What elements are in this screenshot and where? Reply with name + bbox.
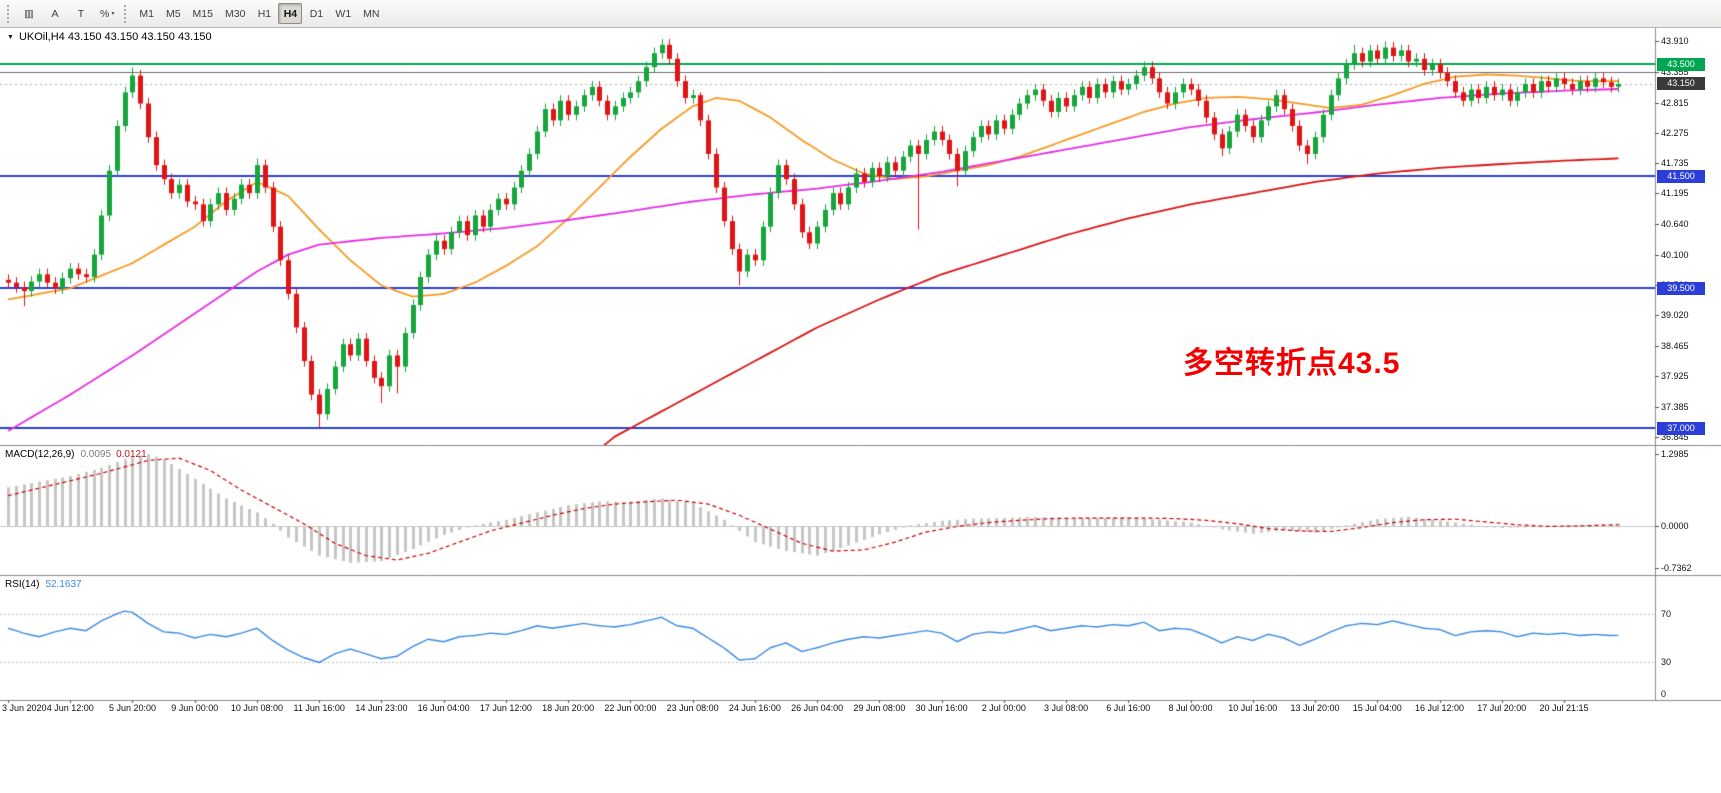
time-axis-label: 3 Jul 08:00 xyxy=(1044,703,1089,713)
price-scale-tick: 41.195 xyxy=(1661,188,1689,199)
time-axis-label: 14 Jun 23:00 xyxy=(355,703,408,713)
auto-arrange-button[interactable]: A xyxy=(51,7,59,20)
time-axis-label: 18 Jun 20:00 xyxy=(542,703,595,713)
price-scale-tick: 37.925 xyxy=(1661,371,1689,382)
price-scale-tick: 36.845 xyxy=(1661,431,1689,442)
time-axis-label: 2 Jul 00:00 xyxy=(981,703,1026,713)
timeframe-button-m15[interactable]: M15 xyxy=(192,7,213,20)
macd-scale-tick: 1.2985 xyxy=(1661,448,1689,459)
price-scale-tick: 43.910 xyxy=(1661,36,1689,47)
macd-scale-tick: -0.7362 xyxy=(1661,562,1692,573)
time-axis-label: 16 Jun 04:00 xyxy=(417,703,470,713)
chart-title-bar: ▼ UKOil,H4 43.150 43.150 43.150 43.150 xyxy=(7,31,212,43)
time-axis-label: 17 Jun 12:00 xyxy=(479,703,532,713)
timeframe-button-d1[interactable]: D1 xyxy=(309,7,324,20)
timeframe-button-m30[interactable]: M30 xyxy=(224,7,246,20)
time-axis-label: 13 Jul 20:00 xyxy=(1290,703,1340,713)
time-axis-label: 20 Jul 21:15 xyxy=(1539,703,1589,713)
time-axis-label: 10 Jun 08:00 xyxy=(230,703,283,713)
rsi-value: 52.1637 xyxy=(45,579,82,590)
timeframe-button-m1[interactable]: M1 xyxy=(139,7,154,20)
time-axis-label: 11 Jun 16:00 xyxy=(293,703,345,713)
timeframe-button-mn[interactable]: MN xyxy=(363,7,380,20)
macd-main-value: 0.0095 xyxy=(80,449,112,460)
toolbar-grip[interactable] xyxy=(7,4,12,23)
timeframe-button-w1[interactable]: W1 xyxy=(335,7,352,20)
time-axis-label: 10 Jul 16:00 xyxy=(1228,703,1278,713)
price-scale-tick: 42.275 xyxy=(1661,127,1689,138)
time-axis-label: 8 Jul 00:00 xyxy=(1168,703,1213,713)
timeframe-button-h4[interactable]: H4 xyxy=(278,3,303,24)
rsi-indicator-label: RSI(14) 52.1637 xyxy=(5,579,82,590)
time-axis-label: 30 Jun 16:00 xyxy=(915,703,968,713)
time-axis-label: 4 Jun 12:00 xyxy=(46,703,94,713)
macd-signal-value: 0.0121 xyxy=(116,449,147,460)
rsi-scale-tick: 70 xyxy=(1661,608,1672,619)
price-scale-tick: 37.385 xyxy=(1661,401,1689,412)
price-scale-tick: 43.355 xyxy=(1661,67,1689,78)
price-line-badge: 43.500 xyxy=(1657,57,1705,71)
time-axis-label: 29 Jun 08:00 xyxy=(853,703,906,713)
price-scale-tick: 41.735 xyxy=(1661,158,1689,169)
dropdown-caret-icon: ▾ xyxy=(111,11,115,17)
time-axis-label: 23 Jun 08:00 xyxy=(666,703,719,713)
time-axis-label: 26 Jun 04:00 xyxy=(791,703,844,713)
time-axis-label: 5 Jun 20:00 xyxy=(108,703,156,713)
time-axis-label: 16 Jul 12:00 xyxy=(1414,703,1465,713)
price-line-badge: 41.500 xyxy=(1657,169,1705,183)
time-axis-label: 22 Jun 00:00 xyxy=(604,703,657,713)
price-line-badge: 39.500 xyxy=(1657,281,1705,295)
time-axis-label: 6 Jul 16:00 xyxy=(1106,703,1151,713)
timeframe-button-h1[interactable]: H1 xyxy=(257,7,272,20)
timeframe-button-m5[interactable]: M5 xyxy=(165,7,181,20)
toolbar-grip[interactable] xyxy=(124,4,129,23)
price-scale-tick: 40.100 xyxy=(1661,249,1689,260)
rsi-name: RSI(14) xyxy=(5,579,40,590)
toolbar: ▥ A T % ▾ M1 M5 M15 M30 H1 H4 D1 W1 MN xyxy=(0,0,1721,28)
time-axis-label: 15 Jul 04:00 xyxy=(1352,703,1402,713)
one-click-expand-icon[interactable]: ▼ xyxy=(7,33,14,41)
rsi-scale-tick: 0 xyxy=(1661,689,1667,699)
time-axis-label: 24 Jun 16:00 xyxy=(728,703,781,713)
bid-price-badge: 43.150 xyxy=(1657,77,1705,91)
symbol-ohlc-title: UKOil,H4 43.150 43.150 43.150 43.150 xyxy=(18,31,212,43)
percent-scale-button[interactable]: % ▾ xyxy=(100,7,115,20)
chart-annotation-text: 多空转折点43.5 xyxy=(1183,347,1401,380)
chart-window-icon-button[interactable]: ▥ xyxy=(24,7,34,20)
time-axis-label: 3 Jun 2020 xyxy=(2,703,47,713)
price-scale-tick: 42.815 xyxy=(1661,97,1689,108)
time-axis-label: 9 Jun 00:00 xyxy=(171,703,219,713)
macd-indicator-label: MACD(12,26,9) 0.0095 0.0121 xyxy=(5,449,147,460)
price-scale-tick: 39.020 xyxy=(1661,310,1689,321)
macd-scale-tick: 0.0000 xyxy=(1661,521,1689,532)
price-scale-tick: 38.465 xyxy=(1661,341,1689,352)
rsi-scale-tick: 30 xyxy=(1661,657,1672,668)
text-tool-button[interactable]: T xyxy=(77,7,85,20)
price-scale-tick: 40.640 xyxy=(1661,219,1689,230)
time-axis-label: 17 Jul 20:00 xyxy=(1477,703,1527,713)
price-line-badge: 37.000 xyxy=(1657,421,1705,435)
macd-name: MACD(12,26,9) xyxy=(5,449,75,460)
